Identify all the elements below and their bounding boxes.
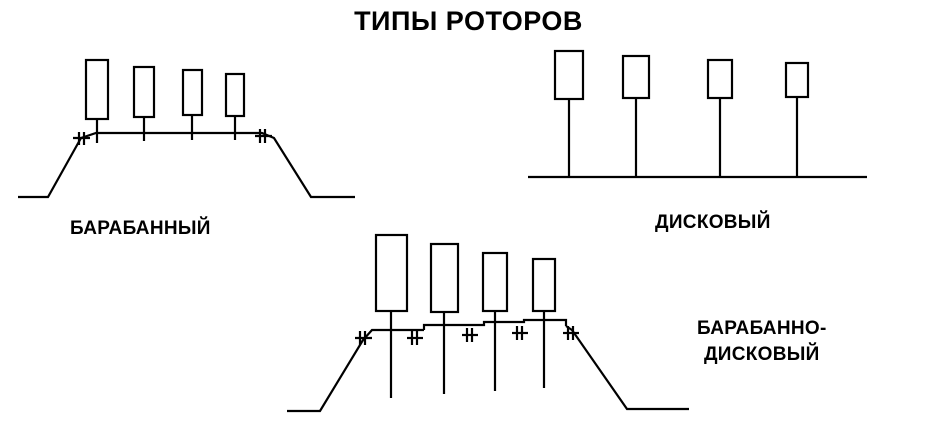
- drum-disc-blade-2: [429, 242, 460, 314]
- drum-disc-drum-profile: [422, 318, 568, 330]
- drum-blade-1: [84, 58, 110, 121]
- drum-disc-rotor-diagram: [287, 233, 689, 413]
- drum-rotor-diagram: [18, 58, 355, 199]
- drum-disc-seal-1: [355, 331, 372, 345]
- drum-disc-label-line1: БАРАБАННО-: [697, 318, 827, 339]
- disc-rotor-label: ДИСКОВЫЙ: [655, 212, 771, 233]
- drum-left-seal: [73, 132, 90, 145]
- drum-disc-right-shaft: [565, 325, 689, 411]
- drum-disc-seal-5: [563, 326, 579, 340]
- drum-disc-rotor-label: БАРАБАННО- ДИСКОВЫЙ: [697, 316, 827, 368]
- drum-disc-seal-4: [512, 326, 528, 340]
- disc-blade-2: [621, 54, 651, 100]
- drum-disc-blade-1: [374, 233, 409, 313]
- disc-blade-4: [784, 61, 810, 99]
- drum-right-seal: [255, 129, 272, 143]
- disc-blade-3: [706, 58, 734, 100]
- disc-rotor-diagram: [528, 49, 867, 179]
- drum-blade-2: [132, 65, 156, 119]
- drum-blade-3: [181, 68, 204, 117]
- drum-disc-blade-3: [481, 251, 509, 313]
- drum-disc-left-shaft: [287, 328, 424, 413]
- drum-rotor-label: БАРАБАННЫЙ: [70, 218, 211, 239]
- page-title: ТИПЫ РОТОРОВ: [354, 6, 583, 36]
- drum-disc-seal-2: [407, 331, 423, 345]
- drum-rotor-shaft: [18, 131, 355, 199]
- drum-disc-blade-4: [531, 257, 557, 313]
- drum-disc-seal-3: [462, 328, 478, 342]
- disc-blade-1: [553, 49, 585, 101]
- drum-blade-4: [224, 72, 246, 118]
- drum-disc-label-line2: ДИСКОВЫЙ: [703, 344, 820, 365]
